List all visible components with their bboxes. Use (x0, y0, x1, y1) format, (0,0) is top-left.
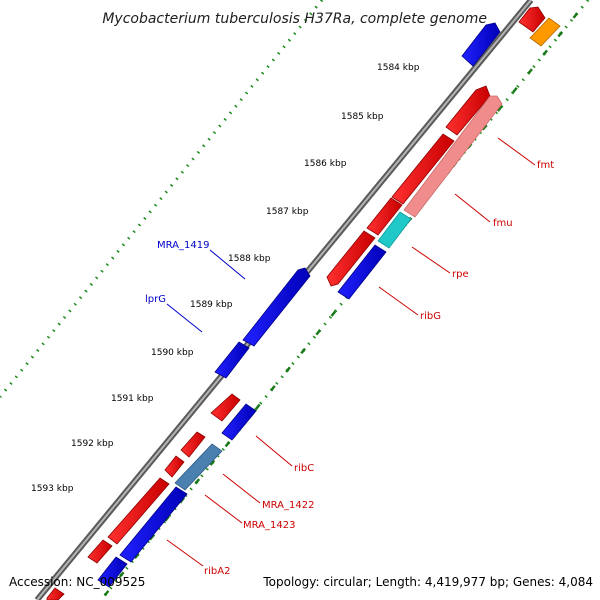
gene-mra1423-blue[interactable] (221, 403, 257, 441)
gene-leader-lines (166, 137, 536, 567)
tick-label-1590: 1590 kbp (151, 348, 194, 358)
tick-label-1589: 1589 kbp (190, 300, 233, 310)
gene-bottom-blue[interactable] (97, 556, 128, 588)
gene-rpe[interactable] (377, 211, 412, 249)
gene-label-ribA2[interactable]: ribA2 (204, 566, 230, 577)
gene-label-mra1422[interactable]: MRA_1422 (262, 500, 314, 511)
inner-major-tick (527, 68, 533, 75)
inner-major-tick (270, 385, 276, 392)
gene-bottom-red-2[interactable] (46, 587, 65, 600)
inner-major-tick (496, 105, 503, 112)
inner-tick-ring (99, 0, 590, 600)
tick-label-1585: 1585 kbp (341, 112, 384, 122)
gene-label-fmt[interactable]: fmt (537, 160, 554, 171)
inner-major-tick (300, 347, 307, 355)
gene-top-red[interactable] (518, 6, 546, 33)
inner-major-tick (542, 49, 549, 56)
inner-major-tick (572, 12, 579, 19)
gene-ribG-red[interactable] (326, 230, 376, 287)
tick-labels: 1584 kbp 1585 kbp 1586 kbp 1587 kbp 1588… (31, 63, 420, 494)
tick-label-1588: 1588 kbp (228, 254, 271, 264)
inner-major-tick (209, 459, 216, 466)
gene-top-blue[interactable] (461, 22, 501, 67)
gene-mra1422-red[interactable] (180, 431, 206, 458)
gene-label-ribG[interactable]: ribG (420, 311, 441, 322)
reverse-strand-genes (97, 22, 501, 588)
inner-major-tick (481, 124, 488, 131)
inner-major-tick (224, 441, 231, 448)
tick-label-1587: 1587 kbp (266, 207, 309, 217)
inner-major-tick (285, 366, 291, 373)
gene-fmu[interactable] (403, 95, 503, 218)
gene-mra1419[interactable] (242, 267, 311, 347)
inner-major-tick (194, 478, 201, 485)
inner-major-tick (118, 571, 125, 578)
genome-title: Mycobacterium tuberculosis H37Ra, comple… (102, 11, 487, 27)
gene-ribA2-blue[interactable] (119, 486, 188, 563)
inner-major-tick (254, 403, 261, 410)
gene-labels: fmt fmu rpe ribG ribC MRA_1422 MRA_1423 … (145, 160, 554, 577)
gene-fmu-red[interactable] (391, 133, 455, 205)
tick-label-1591: 1591 kbp (111, 394, 154, 404)
inner-major-tick (103, 590, 110, 597)
tick-label-1593: 1593 kbp (31, 484, 74, 494)
gene-mra1423-red[interactable] (164, 455, 185, 478)
accession-text: Accession: NC_009525 (9, 575, 145, 589)
forward-strand-genes (46, 6, 561, 600)
outer-track-genes (174, 95, 503, 491)
inner-major-tick (557, 31, 564, 38)
gene-lprG[interactable] (214, 341, 250, 379)
gene-ribC-red[interactable] (210, 393, 241, 422)
inner-major-tick (149, 534, 155, 541)
gene-label-lprG[interactable]: lprG (145, 294, 166, 305)
gene-label-mra1423[interactable]: MRA_1423 (243, 520, 295, 531)
inner-major-tick (512, 86, 518, 94)
gene-mra1422[interactable] (174, 443, 223, 491)
inner-major-tick (330, 310, 337, 317)
gene-rpe-red[interactable] (366, 197, 403, 236)
gene-ribG-blue[interactable] (337, 244, 387, 300)
gene-label-mra1419[interactable]: MRA_1419 (157, 240, 209, 251)
genome-summary-text: Topology: circular; Length: 4,419,977 bp… (262, 575, 593, 589)
inner-major-tick (133, 552, 140, 560)
gene-ribA2-red[interactable] (107, 477, 170, 545)
gene-label-ribC[interactable]: ribC (294, 463, 314, 474)
tick-label-1586: 1586 kbp (304, 159, 347, 169)
gene-bottom-red[interactable] (87, 539, 113, 564)
inner-major-tick (315, 329, 322, 336)
gene-fmt-red[interactable] (445, 85, 491, 136)
gene-label-fmu[interactable]: fmu (493, 218, 513, 229)
gene-label-rpe[interactable]: rpe (452, 269, 469, 280)
tick-label-1584: 1584 kbp (377, 63, 420, 73)
tick-label-1592: 1592 kbp (71, 439, 114, 449)
gene-orange[interactable] (529, 17, 561, 47)
outer-tick-ring (0, 0, 324, 398)
